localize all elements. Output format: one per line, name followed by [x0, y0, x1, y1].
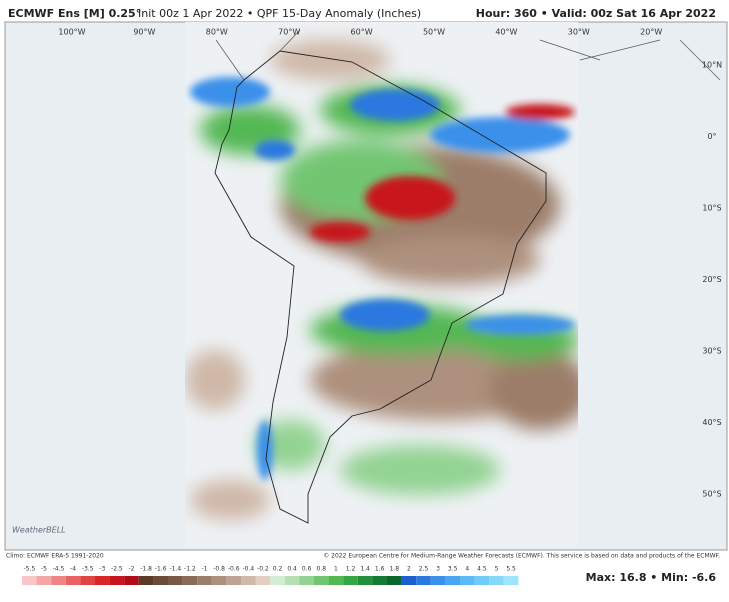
- colorbar-label: -1.2: [184, 566, 196, 573]
- colorbar-label: -0.8: [213, 566, 225, 573]
- colorbar-label: -2: [129, 566, 135, 573]
- header-valid: Hour: 360 • Valid: 00z Sat 16 Apr 2022: [476, 7, 716, 20]
- colorbar-swatch: [270, 576, 285, 585]
- colorbar-swatch: [460, 576, 475, 585]
- colorbar-swatch: [138, 576, 154, 585]
- colorbar-label: 4: [465, 566, 469, 573]
- colorbar-label: 0.2: [273, 566, 283, 573]
- colorbar-swatch: [65, 576, 81, 585]
- colorbar-label: 2.5: [419, 566, 429, 573]
- colorbar-swatch: [51, 576, 66, 585]
- lon-label: 60°W: [351, 28, 373, 37]
- colorbar-label: 1.8: [390, 566, 400, 573]
- colorbar-swatch: [95, 576, 110, 585]
- colorbar-swatch: [80, 576, 95, 585]
- colorbar-label: -1.4: [169, 566, 181, 573]
- colorbar-swatch: [153, 576, 168, 585]
- logo: WeatherBELL: [12, 526, 66, 535]
- colorbar-swatch: [489, 576, 504, 585]
- colorbar-label: 1: [334, 566, 338, 573]
- colorbar-label: 3: [436, 566, 440, 573]
- colorbar-swatch: [387, 576, 402, 585]
- colorbar-swatch: [299, 576, 314, 585]
- colorbar-label: -1.8: [140, 566, 152, 573]
- coastline-north: [215, 29, 721, 81]
- header-subtitle: Init 00z 1 Apr 2022 • QPF 15-Day Anomaly…: [138, 7, 421, 20]
- lat-label: 30°S: [702, 347, 721, 356]
- colorbar: -5.5 -5 -4.5 -4 -3.5 -3 -2.5 -2 -1.8 -1.6 -1.4 -1.2…: [22, 566, 519, 585]
- colorbar-swatch: [22, 576, 37, 585]
- colorbar-swatch: [109, 576, 125, 585]
- colorbar-label: 0.6: [302, 566, 312, 573]
- copyright: © 2022 European Centre for Medium-Range …: [323, 553, 720, 560]
- colorbar-swatch: [357, 576, 373, 585]
- lon-labels: 100°W 90°W 80°W 70°W 60°W 50°W 40°W 30°W 20°W: [58, 28, 662, 37]
- colorbar-swatch: [197, 576, 212, 585]
- colorbar-swatch: [328, 576, 344, 585]
- lat-label: 40°S: [702, 418, 721, 427]
- colorbar-swatch: [372, 576, 387, 585]
- colorbar-swatch: [430, 576, 446, 585]
- colorbar-swatch: [343, 576, 358, 585]
- colorbar-swatch: [168, 576, 183, 585]
- colorbar-swatch: [226, 576, 241, 585]
- colorbar-label: -4.5: [53, 566, 65, 573]
- lat-label: 50°S: [702, 490, 721, 499]
- colorbar-swatch: [284, 576, 300, 585]
- colorbar-label: 3.5: [448, 566, 458, 573]
- colorbar-swatch: [255, 576, 271, 585]
- colorbar-label: -0.4: [242, 566, 254, 573]
- climo: Climo: ECMWF ERA-5 1991-2020: [6, 553, 104, 560]
- colorbar-label: -5.5: [23, 566, 35, 573]
- colorbar-swatch: [416, 576, 431, 585]
- colorbar-label: 1.2: [346, 566, 356, 573]
- header-title: ECMWF Ens [M] 0.25°: [8, 7, 141, 20]
- colorbar-label: 1.6: [375, 566, 385, 573]
- lat-label: 10°S: [702, 204, 721, 213]
- lon-label: 70°W: [278, 28, 300, 37]
- lat-label: 20°S: [702, 275, 721, 284]
- lon-label: 100°W: [58, 28, 85, 37]
- colorbar-swatch: [445, 576, 460, 585]
- lat-label: 0°: [707, 132, 716, 141]
- colorbar-label: -4: [70, 566, 76, 573]
- lon-label: 50°W: [423, 28, 445, 37]
- colorbar-label: -5: [41, 566, 47, 573]
- colorbar-swatch: [211, 576, 227, 585]
- colorbar-swatch: [241, 576, 256, 585]
- colorbar-label: 1.4: [360, 566, 370, 573]
- colorbar-swatch: [124, 576, 139, 585]
- colorbar-label: -3: [99, 566, 105, 573]
- stats: Max: 16.8 • Min: -6.6: [586, 571, 717, 584]
- lon-label: 90°W: [133, 28, 155, 37]
- colorbar-label: 0.8: [317, 566, 327, 573]
- lon-label: 80°W: [206, 28, 228, 37]
- colorbar-label: -3.5: [82, 566, 94, 573]
- lon-label: 40°W: [495, 28, 517, 37]
- colorbar-swatch: [182, 576, 198, 585]
- anomaly-field: [185, 22, 578, 548]
- colorbar-label: -1.6: [155, 566, 167, 573]
- colorbar-label: -1: [202, 566, 208, 573]
- coastline: [214, 50, 547, 524]
- colorbar-swatch: [401, 576, 417, 585]
- colorbar-label: 2: [407, 566, 411, 573]
- lat-label: 10°N: [702, 61, 722, 70]
- colorbar-swatch: [503, 576, 519, 585]
- colorbar-label: -2.5: [111, 566, 123, 573]
- colorbar-label: 0.4: [287, 566, 297, 573]
- colorbar-swatch: [474, 576, 490, 585]
- colorbar-label: -0.6: [228, 566, 240, 573]
- colorbar-label: 5.5: [506, 566, 516, 573]
- colorbar-label: -0.2: [257, 566, 269, 573]
- lon-label: 20°W: [640, 28, 662, 37]
- lat-labels: 10°N 0° 10°S 20°S 30°S 40°S 50°S: [702, 61, 722, 499]
- colorbar-label: 4.5: [477, 566, 487, 573]
- colorbar-swatch: [36, 576, 52, 585]
- lon-label: 30°W: [568, 28, 590, 37]
- colorbar-swatch: [314, 576, 329, 585]
- colorbar-label: 5: [495, 566, 499, 573]
